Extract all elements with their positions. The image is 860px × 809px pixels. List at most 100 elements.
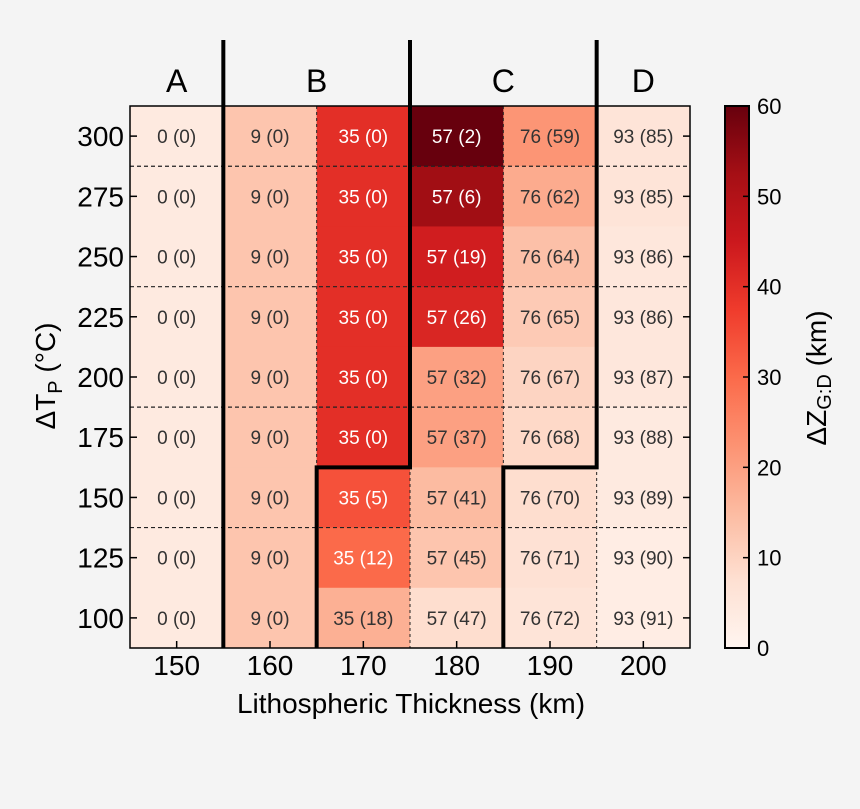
heatmap-cells <box>130 106 691 649</box>
heatmap-cell <box>223 467 318 529</box>
x-tick-label: 200 <box>620 650 667 681</box>
heatmap-cell <box>410 106 504 167</box>
heatmap-cell <box>596 286 691 348</box>
cell-label: 0 (0) <box>157 549 196 570</box>
cell-label: 0 (0) <box>157 368 196 389</box>
colorbar-tick-label: 50 <box>757 184 781 209</box>
cell-label: 9 (0) <box>250 549 289 570</box>
cell-label: 35 (0) <box>339 127 389 148</box>
cell-label: 57 (45) <box>427 549 487 570</box>
heatmap-cell <box>410 226 504 288</box>
x-tick-label: 170 <box>340 650 387 681</box>
cell-label: 57 (6) <box>432 187 482 208</box>
heatmap-cell <box>223 226 318 288</box>
heatmap-cell <box>410 346 504 408</box>
y-tick-label: 250 <box>77 242 124 273</box>
cell-label: 76 (71) <box>520 549 580 570</box>
axes: 300 275 250 225 200 175 150 125 100 150 160 170 180 1… <box>77 105 691 681</box>
cell-label: 57 (2) <box>432 127 482 148</box>
heatmap-cell <box>316 346 411 408</box>
heatmap-cell <box>223 166 318 227</box>
cell-label: 9 (0) <box>250 609 289 630</box>
heatmap-cell <box>503 467 598 529</box>
cell-label: 57 (47) <box>427 609 487 630</box>
cell-label: 35 (0) <box>339 428 389 449</box>
heatmap-cell <box>410 587 504 649</box>
heatmap-cell <box>130 346 224 408</box>
cell-label: 76 (59) <box>520 127 580 148</box>
cell-label: 93 (87) <box>613 368 673 389</box>
cell-label: 93 (86) <box>613 248 673 269</box>
y-tick-label: 125 <box>77 543 124 574</box>
heatmap-cell <box>130 467 224 529</box>
heatmap-cell <box>410 467 504 529</box>
y-tick-label: 200 <box>77 362 124 393</box>
cell-label: 9 (0) <box>250 428 289 449</box>
cell-label: 0 (0) <box>157 308 196 329</box>
x-tick-label: 190 <box>527 650 574 681</box>
colorbar: 0 10 20 30 40 50 60 <box>724 94 781 661</box>
x-axis-label: Lithospheric Thickness (km) <box>237 688 585 719</box>
cell-label: 35 (18) <box>333 609 393 630</box>
region-label: A <box>166 63 188 99</box>
heatmap-cell <box>316 527 411 589</box>
colorbar-label: ΔZG:D (km) <box>801 310 836 445</box>
x-tick-label: 180 <box>433 650 480 681</box>
heatmap-cell <box>316 286 411 348</box>
heatmap-cell <box>503 106 598 167</box>
y-tick-label: 275 <box>77 181 124 212</box>
cell-label: 0 (0) <box>157 127 196 148</box>
heatmap-cell <box>503 527 598 589</box>
colorbar-tick-label: 30 <box>757 365 781 390</box>
heatmap-cell <box>503 407 598 468</box>
colorbar-tick-label: 10 <box>757 546 781 571</box>
cell-label: 57 (32) <box>427 368 487 389</box>
colorbar-tick-label: 40 <box>757 275 781 300</box>
cell-label: 0 (0) <box>157 488 196 509</box>
cell-label: 0 (0) <box>157 428 196 449</box>
y-tick-label: 300 <box>77 121 124 152</box>
cell-label: 57 (26) <box>427 308 487 329</box>
heatmap-cell <box>130 166 224 227</box>
heatmap-cell <box>596 467 691 529</box>
colorbar-tick-label: 20 <box>757 455 781 480</box>
cell-label: 35 (5) <box>339 488 389 509</box>
heatmap-cell <box>130 527 224 589</box>
heatmap-cell <box>410 286 504 348</box>
heatmap-cell <box>596 587 691 649</box>
heatmap-cell <box>130 226 224 288</box>
cell-label: 0 (0) <box>157 609 196 630</box>
region-boundaries: A B C D <box>166 40 655 648</box>
heatmap-cell <box>410 407 504 468</box>
heatmap-cell <box>223 346 318 408</box>
heatmap-cell <box>130 587 224 649</box>
cell-label: 76 (65) <box>520 308 580 329</box>
cell-label: 35 (0) <box>339 368 389 389</box>
heatmap-cell <box>596 407 691 468</box>
heatmap-cell <box>503 286 598 348</box>
cell-label: 93 (91) <box>613 609 673 630</box>
heatmap-cell <box>410 166 504 227</box>
y-tick-label: 225 <box>77 302 124 333</box>
heatmap-cell <box>596 106 691 167</box>
y-tick-label: 100 <box>77 603 124 634</box>
heatmap-cell <box>130 407 224 468</box>
heatmap-cell <box>596 346 691 408</box>
x-tick-label: 150 <box>153 650 200 681</box>
cell-label: 93 (88) <box>613 428 673 449</box>
heatmap-cell <box>316 467 411 529</box>
cell-label: 0 (0) <box>157 187 196 208</box>
colorbar-tick-label: 60 <box>757 94 781 119</box>
y-tick-label: 150 <box>77 482 124 513</box>
heatmap-cell <box>130 286 224 348</box>
colorbar-tick-label: 0 <box>757 636 769 661</box>
region-boundary <box>314 40 412 648</box>
heatmap-cell <box>503 587 598 649</box>
cell-label: 9 (0) <box>250 308 289 329</box>
y-tick-label: 175 <box>77 422 124 453</box>
region-label: D <box>632 63 655 99</box>
cell-label: 9 (0) <box>250 248 289 269</box>
cell-label: 76 (62) <box>520 187 580 208</box>
cell-label: 35 (0) <box>339 187 389 208</box>
heatmap-cell <box>503 226 598 288</box>
